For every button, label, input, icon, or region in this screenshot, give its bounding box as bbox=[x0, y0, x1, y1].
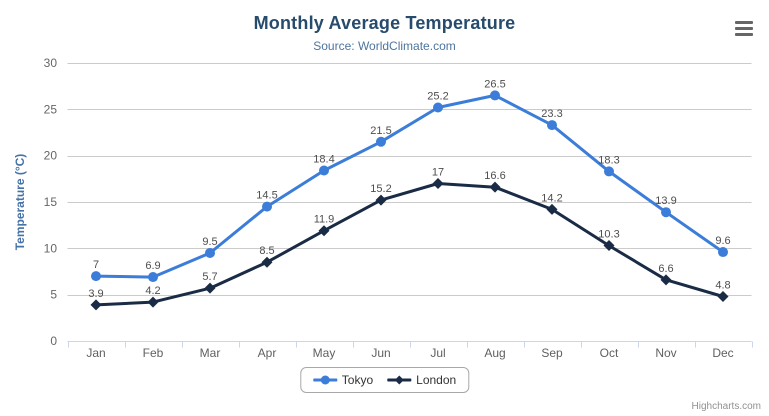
chart-title: Monthly Average Temperature bbox=[253, 13, 516, 33]
y-axis-tick-label: 25 bbox=[44, 102, 58, 116]
data-label: 14.2 bbox=[541, 192, 562, 204]
x-axis-label: Mar bbox=[200, 346, 221, 360]
data-point-tokyo[interactable] bbox=[205, 247, 215, 258]
legend-label: London bbox=[416, 373, 457, 387]
legend-item-london[interactable]: London bbox=[387, 373, 456, 387]
data-label: 15.2 bbox=[370, 183, 391, 195]
x-axis-label: May bbox=[313, 346, 336, 360]
x-axis-label: Jul bbox=[430, 346, 445, 360]
data-point-london[interactable] bbox=[432, 177, 444, 189]
x-axis-label: Sep bbox=[541, 346, 563, 360]
data-label: 16.6 bbox=[484, 170, 505, 182]
x-axis-label: Nov bbox=[655, 346, 676, 360]
menu-bar bbox=[735, 27, 753, 30]
data-point-london[interactable] bbox=[204, 282, 216, 294]
y-axis-tick-label: 5 bbox=[50, 288, 57, 302]
data-label: 4.2 bbox=[145, 285, 160, 297]
data-label: 6.9 bbox=[145, 260, 160, 272]
data-point-tokyo[interactable] bbox=[718, 247, 728, 258]
y-axis-tick-label: 30 bbox=[44, 56, 58, 70]
data-point-tokyo[interactable] bbox=[319, 165, 329, 176]
x-axis-label: Oct bbox=[600, 346, 619, 360]
data-point-london[interactable] bbox=[717, 291, 729, 303]
data-point-london[interactable] bbox=[546, 203, 558, 215]
y-axis-tick-label: 15 bbox=[44, 195, 58, 209]
data-label: 6.6 bbox=[658, 263, 673, 275]
y-axis-tick-label: 10 bbox=[44, 241, 58, 255]
legend-item-tokyo[interactable]: Tokyo bbox=[312, 373, 374, 387]
circle-marker-icon bbox=[312, 375, 337, 385]
data-point-tokyo[interactable] bbox=[91, 271, 101, 282]
data-label: 13.9 bbox=[655, 195, 676, 207]
chart-subtitle: Source: WorldClimate.com bbox=[313, 39, 456, 53]
menu-bar bbox=[735, 33, 753, 36]
data-label: 10.3 bbox=[598, 229, 619, 241]
diamond-marker-icon bbox=[387, 375, 412, 385]
x-axis-label: Feb bbox=[143, 346, 164, 360]
data-point-tokyo[interactable] bbox=[547, 120, 557, 131]
data-point-tokyo[interactable] bbox=[604, 166, 614, 177]
x-axis-label: Dec bbox=[712, 346, 733, 360]
data-point-tokyo[interactable] bbox=[490, 90, 500, 101]
data-label: 9.5 bbox=[202, 236, 217, 248]
data-point-tokyo[interactable] bbox=[262, 201, 272, 212]
legend: Tokyo London bbox=[299, 367, 470, 393]
y-axis-tick-label: 0 bbox=[50, 334, 57, 348]
data-label: 18.3 bbox=[598, 154, 619, 166]
x-axis-label: Jun bbox=[371, 346, 390, 360]
y-axis-tick-label: 20 bbox=[44, 149, 58, 163]
data-point-london[interactable] bbox=[660, 274, 672, 286]
data-label: 4.8 bbox=[715, 280, 730, 292]
menu-bar bbox=[735, 21, 753, 24]
x-axis-label: Aug bbox=[484, 346, 505, 360]
series-line-london[interactable] bbox=[94, 182, 725, 307]
data-point-london[interactable] bbox=[90, 299, 102, 311]
data-point-london[interactable] bbox=[147, 296, 159, 308]
data-label: 8.5 bbox=[259, 245, 274, 257]
x-axis-label: Jan bbox=[86, 346, 105, 360]
data-label: 5.7 bbox=[202, 271, 217, 283]
data-label: 23.3 bbox=[541, 108, 562, 120]
data-label: 3.9 bbox=[88, 288, 103, 300]
data-point-london[interactable] bbox=[318, 225, 330, 237]
data-point-tokyo[interactable] bbox=[661, 207, 671, 218]
data-label: 21.5 bbox=[370, 125, 391, 137]
credits-link[interactable]: Highcharts.com bbox=[691, 401, 761, 412]
data-label: 17 bbox=[432, 166, 444, 178]
y-axis-title: Temperature (°C) bbox=[13, 154, 27, 251]
data-label: 14.5 bbox=[256, 190, 277, 202]
data-point-london[interactable] bbox=[489, 181, 501, 193]
data-point-tokyo[interactable] bbox=[433, 102, 443, 113]
data-label: 18.4 bbox=[313, 153, 334, 165]
data-label: 26.5 bbox=[484, 78, 505, 90]
data-point-london[interactable] bbox=[261, 256, 273, 268]
data-point-london[interactable] bbox=[603, 240, 615, 252]
data-point-tokyo[interactable] bbox=[376, 136, 386, 147]
legend-label: Tokyo bbox=[341, 373, 374, 387]
data-label: 9.6 bbox=[715, 235, 730, 247]
data-point-tokyo[interactable] bbox=[148, 272, 158, 283]
data-label: 25.2 bbox=[427, 90, 448, 102]
series-line-tokyo[interactable] bbox=[94, 93, 725, 279]
data-point-london[interactable] bbox=[375, 194, 387, 206]
data-label: 11.9 bbox=[314, 214, 335, 226]
hamburger-menu-icon[interactable] bbox=[735, 21, 753, 36]
data-label: 7 bbox=[93, 259, 99, 271]
x-axis-label: Apr bbox=[258, 346, 277, 360]
